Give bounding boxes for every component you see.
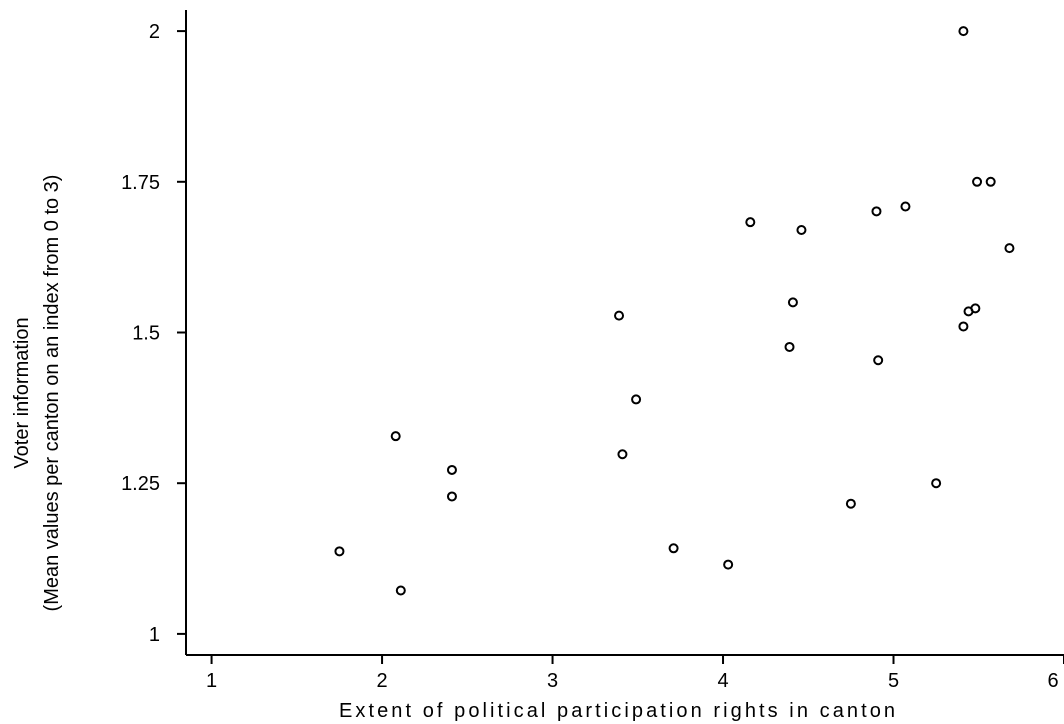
data-point: [873, 355, 884, 366]
data-point: [900, 201, 911, 212]
data-point: [631, 394, 642, 405]
data-point: [446, 464, 457, 475]
data-point: [668, 543, 679, 554]
data-point: [390, 431, 401, 442]
data-point: [745, 217, 756, 228]
data-point: [985, 176, 996, 187]
data-point: [796, 225, 807, 236]
y-tick-label: 1.75: [121, 172, 160, 194]
data-point: [958, 26, 969, 37]
x-tick-label: 5: [888, 670, 899, 692]
data-point: [614, 310, 625, 321]
data-point: [395, 585, 406, 596]
x-tick-label: 3: [547, 670, 558, 692]
x-axis-title: Extent of political participation rights…: [339, 700, 895, 722]
x-tick-label: 6: [1047, 670, 1058, 692]
data-points: [334, 26, 1015, 596]
data-point: [334, 546, 345, 557]
data-point: [787, 297, 798, 308]
x-tick-label: 4: [717, 670, 728, 692]
axes: [185, 10, 1064, 656]
data-point: [972, 176, 983, 187]
data-point: [871, 206, 882, 217]
data-point: [617, 449, 628, 460]
y-tick-label: 1: [149, 624, 160, 646]
data-point: [723, 559, 734, 570]
y-axis-title-line-1: Voter information: [11, 317, 33, 468]
y-axis-title: Voter information (Mean values per canto…: [11, 175, 63, 612]
x-ticks: 1 2 3 4 5 6: [206, 655, 1064, 692]
x-tick-label: 2: [376, 670, 387, 692]
y-ticks: 1 1.25 1.5 1.75 2: [121, 21, 186, 646]
data-point: [931, 478, 942, 489]
y-tick-label: 1.5: [132, 323, 160, 345]
y-axis-title-line-2: (Mean values per canton on an index from…: [41, 175, 63, 612]
data-point: [784, 341, 795, 352]
data-point: [970, 303, 981, 314]
x-tick-label: 1: [206, 670, 217, 692]
data-point: [845, 498, 856, 509]
data-point: [446, 491, 457, 502]
y-tick-label: 2: [149, 21, 160, 43]
data-point: [958, 321, 969, 332]
data-point: [1004, 243, 1015, 254]
y-tick-label: 1.25: [121, 473, 160, 495]
